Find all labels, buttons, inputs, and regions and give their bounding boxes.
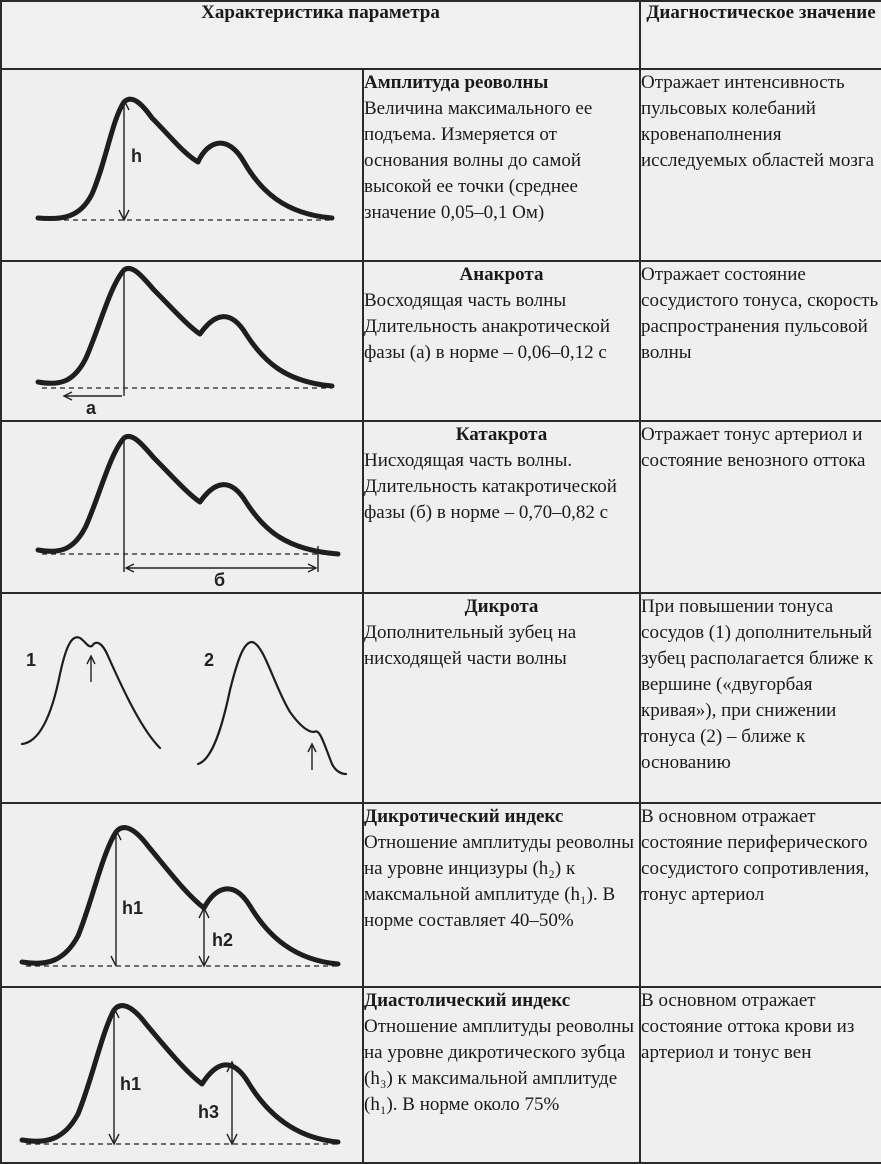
row-title-amplitude: Амплитуда реоволны	[364, 72, 549, 93]
figure-dicrotic-index: h1 h2	[0, 802, 364, 988]
diagnostic-diastolic-index: В основном отражает состояние оттока кро…	[639, 986, 881, 1164]
figure-catacrota: б	[0, 420, 364, 594]
label-h1: h1	[122, 898, 143, 918]
diagnostic-catacrota: Отражает тонус артериол и состояние вено…	[639, 420, 881, 594]
rheowave-dicrota-graphic: 1 2	[20, 636, 348, 776]
table-row: а Анакрота Восходящая часть волны Длител…	[0, 260, 881, 422]
description-anacrota: Анакрота Восходящая часть волны Длительн…	[361, 260, 642, 422]
diagnostic-dicrota: При повышении тонуса сосудов (1) дополни…	[639, 592, 881, 804]
label-h: h	[131, 146, 142, 166]
diagnostic-amplitude: Отражает интенсивность пульсовых колебан…	[639, 68, 881, 262]
table-row: h Амплитуда реоволны Величина максимальн…	[0, 68, 881, 262]
table-row: 1 2 Дикрота Дополнительный зубец на нисх…	[0, 592, 881, 804]
row-title-dicrotic-index: Дикротический индекс	[364, 806, 564, 827]
rheowave-diastolic-index-graphic: h1 h3	[19, 1003, 341, 1146]
row-title-diastolic-index: Диастолический индекс	[364, 990, 571, 1011]
row-description-amplitude: Величина максимального ее подъема. Измер…	[364, 98, 593, 223]
diagnostic-anacrota: Отражает состояние сосудистого тонуса, с…	[639, 260, 881, 422]
table-row: h1 h2 Дикротический индекс Отношение амп…	[0, 802, 881, 988]
table-header-row: Характеристика параметра Диагностическое…	[0, 0, 881, 70]
table-row: б Катакрота Нисходящая часть волны. Длит…	[0, 420, 881, 594]
figure-anacrota: а	[0, 260, 364, 422]
row-description-dicrota: Дополнительный зубец на нисходящей части…	[364, 622, 577, 669]
diagnostic-dicrotic-index: В основном отражает состояние перифериче…	[639, 802, 881, 988]
description-amplitude: Амплитуда реоволны Величина максимальног…	[361, 68, 642, 262]
rheowave-catacrota-graphic: б	[35, 434, 341, 590]
label-a: а	[86, 398, 97, 418]
row-description-dicrotic-index: Отношение амплитуды реоволны на уровне и…	[364, 832, 635, 931]
row-description-anacrota: Восходящая часть волны Длительность анак…	[364, 290, 611, 363]
row-title-catacrota: Катакрота	[455, 424, 548, 445]
description-dicrota: Дикрота Дополнительный зубец на нисходящ…	[361, 592, 642, 804]
rheowave-anacrota-graphic: а	[35, 266, 335, 418]
description-dicrotic-index: Дикротический индекс Отношение амплитуды…	[361, 802, 642, 988]
row-title-anacrota: Анакрота	[459, 264, 544, 285]
row-description-diastolic-index: Отношение амплитуды реоволны на уровне д…	[364, 1016, 635, 1115]
header-diagnostic: Диагностическое значение	[639, 0, 881, 70]
rheowave-dicrotic-index-graphic: h1 h2	[19, 825, 341, 968]
label-1: 1	[26, 650, 36, 670]
label-h1-diastolic: h1	[120, 1074, 141, 1094]
description-catacrota: Катакрота Нисходящая часть волны. Длител…	[361, 420, 642, 594]
header-characteristic: Характеристика параметра	[0, 0, 642, 70]
row-title-dicrota: Дикрота	[464, 596, 539, 617]
row-description-catacrota: Нисходящая часть волны. Длительность кат…	[364, 450, 617, 523]
figure-diastolic-index: h1 h3	[0, 986, 364, 1164]
label-h3: h3	[198, 1102, 219, 1122]
table-row: h1 h3 Диастолический индекс Отношение ам…	[0, 986, 881, 1164]
figure-amplitude: h	[0, 68, 364, 262]
description-diastolic-index: Диастолический индекс Отношение амплитуд…	[361, 986, 642, 1164]
label-b: б	[214, 570, 225, 590]
figure-dicrota: 1 2	[0, 592, 364, 804]
label-2: 2	[204, 650, 214, 670]
label-h2: h2	[212, 930, 233, 950]
rheowave-amplitude-graphic: h	[35, 96, 335, 222]
